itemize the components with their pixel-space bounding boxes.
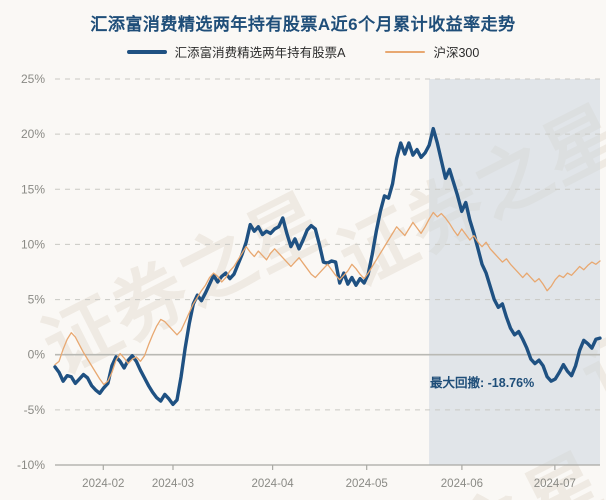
series-line-index [54,211,601,386]
x-axis-tick-label: 2024-02 [82,478,124,490]
x-axis-tick-label: 2024-07 [534,478,576,490]
x-axis-tick-label: 2024-03 [152,478,194,490]
legend-label-fund: 汇添富消费精选两年持有股票A [174,46,346,60]
drawdown-band [429,79,600,465]
y-axis-labels: 25% 20% 15% 10% 5% 0% -5% -10% [17,72,45,472]
legend-swatch-index [385,50,426,53]
y-axis-tick-label: 25% [21,72,45,86]
series-line-fund [53,126,602,407]
x-axis-labels: 2024-02 2024-03 2024-04 2024-05 2024-06 2024-… [82,478,576,490]
drawdown-shaded-region [429,79,600,465]
chart-legend: 汇添富消费精选两年持有股票A 沪深300 [0,42,606,61]
chart-title: 汇添富消费精选两年持有股票A近6个月累计收益率走势 [90,15,516,34]
x-axis-tick-label: 2024-06 [441,478,483,490]
x-axis-tick-label: 2024-04 [252,478,295,490]
y-axis-tick-label: 10% [21,237,45,251]
y-axis-tick-label: -10% [17,458,45,472]
legend-item-fund[interactable]: 汇添富消费精选两年持有股票A [126,42,346,61]
legend-item-index[interactable]: 沪深300 [385,42,479,61]
legend-label-index: 沪深300 [433,46,480,60]
y-axis-tick-label: 5% [28,293,46,307]
y-axis-tick-label: 20% [21,127,45,141]
y-axis-tick-label: 15% [21,182,45,196]
legend-swatch-fund [126,49,167,54]
y-axis-tick-label: 0% [28,348,46,362]
y-axis-tick-label: -5% [24,403,46,417]
data-series [53,126,602,407]
axes [55,464,600,470]
gridlines [55,78,600,411]
x-axis-tick-label: 2024-05 [346,478,388,490]
max-drawdown-annotation: 最大回撤: -18.76% [430,376,535,390]
